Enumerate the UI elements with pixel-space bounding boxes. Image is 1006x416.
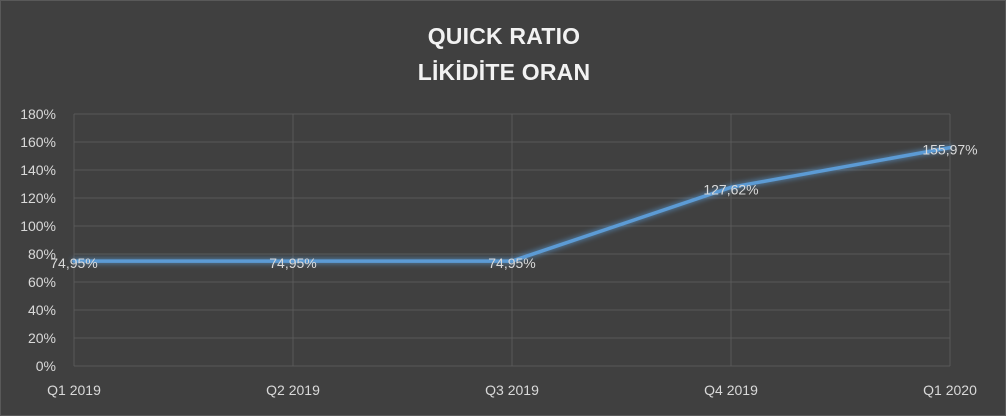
- series-layer: [72, 145, 952, 263]
- y-tick-label: 60%: [28, 274, 56, 290]
- x-tick-label: Q3 2019: [485, 382, 539, 398]
- data-label: 74,95%: [269, 255, 316, 271]
- y-tick-label: 40%: [28, 302, 56, 318]
- y-tick-label: 160%: [20, 134, 56, 150]
- y-tick-label: 100%: [20, 218, 56, 234]
- y-axis-ticks: 0% 20% 40% 60% 80% 100% 120% 140% 160% 180%: [20, 106, 56, 374]
- x-axis-ticks: Q1 2019 Q2 2019 Q3 2019 Q4 2019 Q1 2020: [47, 382, 977, 398]
- x-tick-label: Q2 2019: [266, 382, 320, 398]
- y-tick-label: 20%: [28, 330, 56, 346]
- data-label: 74,95%: [488, 255, 535, 271]
- x-tick-label: Q4 2019: [704, 382, 758, 398]
- data-labels: 74,95% 74,95% 74,95% 127,62% 155,97%: [50, 142, 977, 271]
- data-label: 155,97%: [922, 142, 977, 158]
- y-tick-label: 120%: [20, 190, 56, 206]
- y-tick-label: 180%: [20, 106, 56, 122]
- chart-title: QUICK RATIO: [427, 23, 581, 49]
- x-tick-label: Q1 2019: [47, 382, 101, 398]
- data-label: 74,95%: [50, 255, 97, 271]
- y-tick-label: 80%: [28, 246, 56, 262]
- y-tick-label: 0%: [36, 358, 56, 374]
- x-tick-label: Q1 2020: [923, 382, 977, 398]
- data-label: 127,62%: [703, 181, 758, 197]
- y-tick-label: 140%: [20, 162, 56, 178]
- gridlines: [73, 113, 951, 367]
- chart-subtitle: LİKİDİTE ORAN: [417, 59, 591, 85]
